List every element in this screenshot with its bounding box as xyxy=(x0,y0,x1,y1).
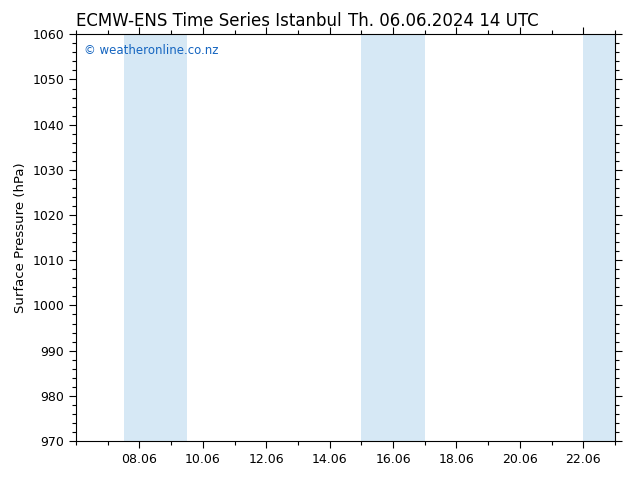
Bar xyxy=(583,34,615,441)
Bar xyxy=(124,34,155,441)
Text: ECMW-ENS Time Series Istanbul: ECMW-ENS Time Series Istanbul xyxy=(77,12,342,30)
Y-axis label: Surface Pressure (hPa): Surface Pressure (hPa) xyxy=(14,162,27,313)
Text: Th. 06.06.2024 14 UTC: Th. 06.06.2024 14 UTC xyxy=(349,12,539,30)
Bar xyxy=(155,34,187,441)
Text: © weatheronline.co.nz: © weatheronline.co.nz xyxy=(84,45,219,57)
Bar xyxy=(361,34,393,441)
Bar xyxy=(393,34,425,441)
